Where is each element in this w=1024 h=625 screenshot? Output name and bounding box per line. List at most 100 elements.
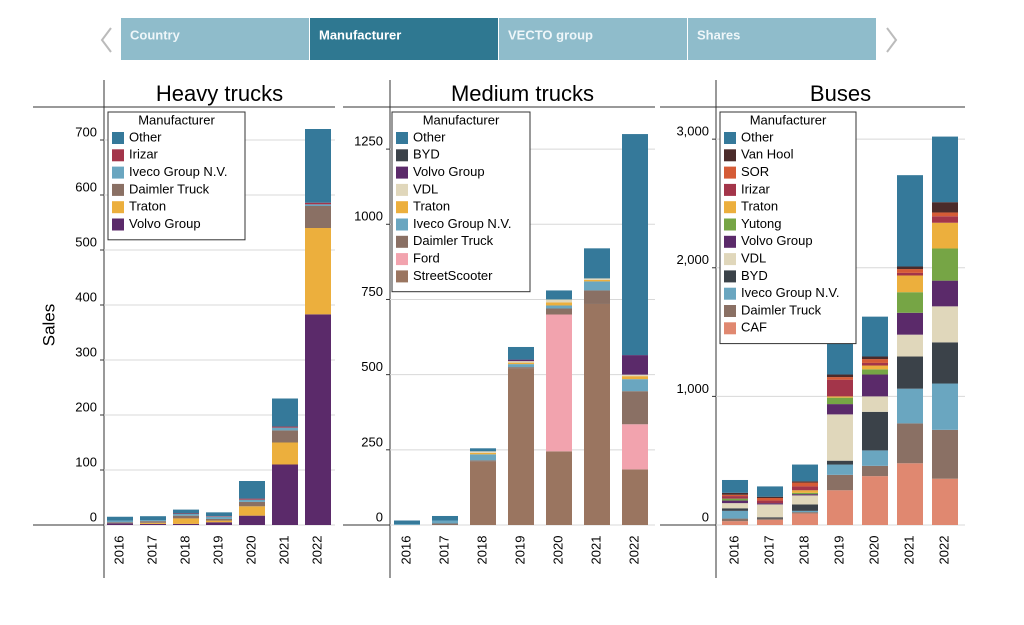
legend-swatch [112, 132, 124, 144]
legend-swatch [724, 201, 736, 214]
bar-segment [757, 497, 783, 501]
bar-segment [107, 520, 133, 523]
bar-segment [305, 314, 331, 525]
prev-arrow[interactable] [100, 27, 112, 53]
bar-segment [827, 464, 853, 475]
legend-label: Volvo Group [129, 216, 201, 231]
legend-swatch [396, 218, 408, 231]
tab-label[interactable]: Shares [697, 27, 740, 42]
legend-label: Yutong [741, 216, 782, 231]
tab[interactable] [310, 18, 498, 60]
legend-label: Iveco Group N.V. [129, 164, 228, 179]
bar-segment [508, 362, 534, 365]
y-tick-label: 0 [90, 509, 97, 524]
bar-segment [206, 518, 232, 521]
bar-segment [140, 523, 166, 525]
bar-segment [897, 292, 923, 313]
bar-segment [757, 519, 783, 525]
bar-segment [622, 374, 648, 377]
tab-label[interactable]: Manufacturer [319, 27, 401, 42]
x-tick-label: 2019 [512, 536, 527, 565]
legend-label: VDL [413, 181, 438, 196]
bar-segment [897, 272, 923, 276]
bar-segment [897, 269, 923, 273]
y-tick-label: 400 [75, 289, 97, 304]
bar-segment [862, 374, 888, 397]
tab-label[interactable]: VECTO group [508, 27, 593, 42]
bar-segment [272, 426, 298, 428]
legend-swatch [724, 322, 736, 335]
bar-segment [897, 312, 923, 335]
bar-segment [792, 492, 818, 495]
legend-swatch [724, 253, 736, 266]
bar-segment [432, 520, 458, 524]
x-tick-label: 2016 [111, 536, 126, 565]
bar-segment [932, 383, 958, 430]
bar-segment [792, 482, 818, 487]
bar-segment [622, 379, 648, 392]
bar-segment [584, 248, 610, 279]
legend-title: Manufacturer [750, 112, 827, 127]
bar-segment [584, 278, 610, 280]
tab-label[interactable]: Country [130, 27, 181, 42]
bar-segment [173, 509, 199, 514]
x-tick-label: 2020 [550, 536, 565, 565]
tab[interactable] [688, 18, 876, 60]
bar-segment [932, 280, 958, 307]
legend-label: CAF [741, 320, 767, 335]
bar-segment [792, 494, 818, 496]
y-tick-label: 0 [702, 509, 709, 524]
bar-segment [722, 510, 748, 519]
x-tick-label: 2021 [901, 536, 916, 565]
bar-segment [792, 510, 818, 513]
bar-segment [757, 517, 783, 519]
bar-segment [897, 334, 923, 357]
y-tick-label: 0 [376, 509, 383, 524]
bar-segment [932, 429, 958, 479]
bar-segment [173, 513, 199, 514]
bar-segment [546, 308, 572, 315]
bar-segment [140, 522, 166, 524]
y-tick-label: 700 [75, 124, 97, 139]
bar-segment [932, 212, 958, 217]
bar-segment [546, 314, 572, 452]
bar-segment [432, 515, 458, 521]
bar-segment [932, 216, 958, 223]
bar-segment [470, 448, 496, 452]
y-tick-label: 500 [75, 234, 97, 249]
bar-segment [897, 463, 923, 525]
y-tick-label: 2,000 [676, 252, 709, 267]
bar-segment [862, 359, 888, 363]
y-tick-label: 1000 [354, 209, 383, 224]
legend-label: SOR [741, 164, 769, 179]
bar-segment [792, 513, 818, 525]
legend-label: VDL [741, 251, 766, 266]
legend-swatch [724, 183, 736, 196]
bar-segment [140, 521, 166, 523]
tab[interactable] [499, 18, 687, 60]
bar-segment [622, 134, 648, 356]
tab[interactable] [121, 18, 309, 60]
bar-segment [508, 367, 534, 369]
bar-segment [305, 204, 331, 206]
bar-segment [757, 518, 783, 520]
bar-segment [792, 464, 818, 482]
chart-title: Medium trucks [451, 81, 594, 106]
bar-segment [546, 305, 572, 309]
bar-segment [862, 476, 888, 525]
next-arrow[interactable] [886, 27, 898, 53]
legend-label: Other [413, 129, 446, 144]
legend-swatch [112, 149, 124, 162]
bar-segment [470, 461, 496, 525]
bar-segment [239, 481, 265, 499]
x-tick-label: 2021 [276, 536, 291, 565]
y-tick-label: 250 [361, 434, 383, 449]
legend-label: Ford [413, 251, 440, 266]
bar-segment [272, 442, 298, 465]
bar-segment [508, 359, 534, 362]
x-tick-label: 2018 [177, 536, 192, 565]
bar-segment [432, 523, 458, 525]
legend-swatch [396, 270, 408, 283]
legend-label: Iveco Group N.V. [741, 285, 840, 300]
bar-segment [722, 518, 748, 522]
